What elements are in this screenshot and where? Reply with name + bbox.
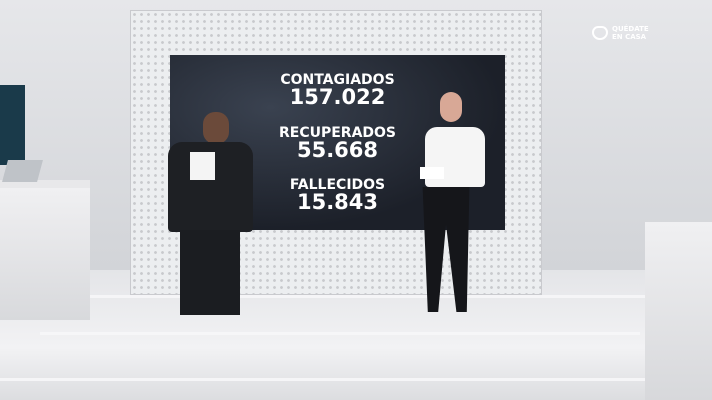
stat-label: RECUPERADOS bbox=[278, 125, 397, 141]
stat-label: FALLECIDOS bbox=[289, 177, 386, 193]
monitor bbox=[0, 85, 25, 165]
stat-value: 157.022 bbox=[289, 85, 386, 109]
logo-line2: EN CASA bbox=[612, 33, 647, 41]
laptop bbox=[2, 160, 43, 182]
stat-label: CONTAGIADOS bbox=[280, 72, 395, 88]
heart-house-icon bbox=[592, 26, 608, 40]
stat-value: 15.843 bbox=[296, 190, 379, 214]
desk bbox=[0, 180, 90, 320]
logo-line1: QUÉDATE bbox=[612, 25, 649, 33]
desk bbox=[645, 222, 712, 400]
channel-logo: QUÉDATE EN CASA bbox=[592, 25, 649, 41]
stat-value: 55.668 bbox=[296, 138, 379, 162]
